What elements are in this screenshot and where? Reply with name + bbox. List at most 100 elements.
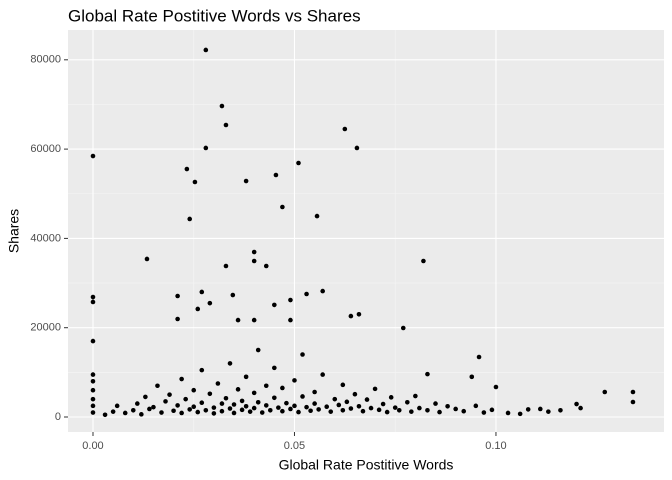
point <box>300 394 305 399</box>
point <box>354 145 360 151</box>
point <box>630 399 636 405</box>
x-tick-label: 0.05 <box>284 440 305 452</box>
point <box>90 387 96 393</box>
point <box>179 376 184 382</box>
point <box>267 408 273 413</box>
y-axis-title: Shares <box>6 209 22 253</box>
point <box>396 408 402 413</box>
point <box>167 392 172 397</box>
point <box>251 405 257 411</box>
point <box>517 411 523 417</box>
y-tick-label: 0 <box>55 411 61 423</box>
point <box>251 249 257 255</box>
point <box>139 412 144 417</box>
point <box>312 401 317 406</box>
point <box>90 403 96 409</box>
point <box>235 387 241 392</box>
point <box>280 204 285 210</box>
point <box>425 371 430 377</box>
point <box>630 389 636 395</box>
point <box>324 404 330 410</box>
point <box>272 395 277 401</box>
point <box>525 407 531 412</box>
point <box>199 367 205 373</box>
point <box>184 166 190 172</box>
point <box>481 410 487 415</box>
point <box>316 407 321 412</box>
point <box>336 402 342 408</box>
point <box>409 409 414 414</box>
point <box>203 145 209 151</box>
point <box>227 406 233 411</box>
point <box>130 408 136 413</box>
point <box>356 312 362 317</box>
point <box>505 410 511 416</box>
point <box>308 408 313 414</box>
point <box>251 317 257 323</box>
point <box>292 403 297 409</box>
y-tick-label: 40000 <box>30 232 61 244</box>
point <box>90 299 96 305</box>
point <box>199 289 205 295</box>
point <box>163 399 168 404</box>
point <box>239 407 245 413</box>
point <box>445 403 450 409</box>
point <box>489 407 495 413</box>
point <box>493 384 499 390</box>
point <box>122 410 128 416</box>
point <box>211 411 217 416</box>
point <box>421 258 426 264</box>
point <box>328 409 334 414</box>
point <box>348 406 354 411</box>
point <box>284 400 289 406</box>
point <box>288 406 293 412</box>
point <box>211 405 217 410</box>
point <box>135 401 140 406</box>
point <box>191 404 197 410</box>
point <box>90 372 96 377</box>
point <box>203 47 209 53</box>
point <box>90 396 96 402</box>
y-tick-label: 20000 <box>30 322 61 334</box>
point <box>304 404 309 410</box>
point <box>263 403 269 408</box>
point <box>364 397 370 402</box>
point <box>183 396 188 402</box>
point <box>400 325 406 331</box>
point <box>558 408 563 413</box>
point <box>227 361 233 366</box>
point <box>372 386 378 392</box>
y-tick-label: 80000 <box>30 54 61 66</box>
point <box>578 405 583 411</box>
point <box>263 383 269 389</box>
point <box>195 306 201 312</box>
point <box>243 178 249 184</box>
point <box>273 172 279 178</box>
point <box>356 403 362 409</box>
point <box>223 395 229 401</box>
point <box>312 389 317 395</box>
point <box>191 387 197 393</box>
chart-title: Global Rate Postitive Words vs Shares <box>68 6 361 25</box>
point <box>263 263 269 269</box>
point <box>360 408 366 414</box>
point <box>272 365 277 371</box>
point <box>296 409 301 415</box>
point <box>175 316 180 322</box>
panel <box>68 30 664 432</box>
point <box>344 399 350 405</box>
point <box>90 410 96 415</box>
point <box>187 407 192 412</box>
point <box>259 410 265 415</box>
point <box>380 401 386 407</box>
point <box>469 374 475 380</box>
point <box>280 408 285 414</box>
point <box>187 216 192 222</box>
point <box>320 288 325 294</box>
x-axis-title: Global Rate Postitive Words <box>279 457 454 473</box>
point <box>300 352 305 357</box>
point <box>537 406 543 412</box>
point <box>151 404 156 410</box>
point <box>413 393 418 399</box>
